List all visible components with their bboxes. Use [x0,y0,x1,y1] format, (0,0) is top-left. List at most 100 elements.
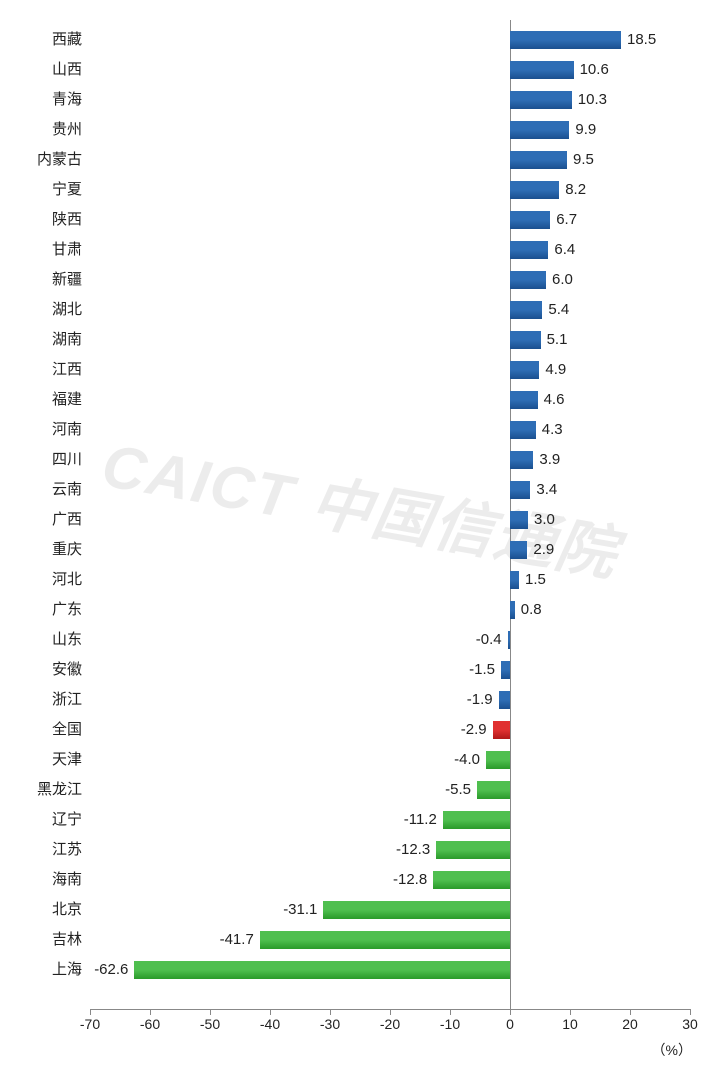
category-label: 陕西 [2,205,82,235]
bar [510,211,550,229]
x-tick [450,1009,451,1015]
value-label: -12.3 [396,835,430,865]
bar [510,31,621,49]
bar [510,181,559,199]
category-label: 黑龙江 [2,775,82,805]
x-tick-label: -20 [370,1016,410,1032]
value-label: 10.6 [580,55,609,85]
bar [433,871,510,889]
category-label: 湖北 [2,295,82,325]
bar [493,721,510,739]
value-label: -1.5 [469,655,495,685]
x-tick [270,1009,271,1015]
x-tick [570,1009,571,1015]
bar [443,811,510,829]
value-label: -5.5 [445,775,471,805]
bar [510,151,567,169]
category-label: 河南 [2,415,82,445]
value-label: 1.5 [525,565,546,595]
x-tick-label: 20 [610,1016,650,1032]
category-label: 天津 [2,745,82,775]
bar [510,331,541,349]
category-label: 辽宁 [2,805,82,835]
category-label: 全国 [2,715,82,745]
value-label: -11.2 [404,805,437,835]
value-label: 3.0 [534,505,555,535]
bar [510,451,533,469]
value-label: 5.4 [548,295,569,325]
bar [499,691,510,709]
x-tick [150,1009,151,1015]
value-label: -41.7 [220,925,254,955]
category-label: 宁夏 [2,175,82,205]
chart-container: CAICT 中国信通院 （%） -70-60-50-40-30-20-10010… [0,0,722,1074]
category-label: 江苏 [2,835,82,865]
value-label: 8.2 [565,175,586,205]
category-label: 江西 [2,355,82,385]
x-tick [330,1009,331,1015]
category-label: 重庆 [2,535,82,565]
category-label: 吉林 [2,925,82,955]
value-label: 4.6 [544,385,565,415]
value-label: 6.0 [552,265,573,295]
value-label: 6.4 [554,235,575,265]
value-label: 10.3 [578,85,607,115]
value-label: 9.9 [575,115,596,145]
value-label: 18.5 [627,25,656,55]
value-label: 3.4 [536,475,557,505]
category-label: 云南 [2,475,82,505]
bar [510,61,574,79]
value-label: 9.5 [573,145,594,175]
category-label: 海南 [2,865,82,895]
bar [508,631,510,649]
x-tick-label: 0 [490,1016,530,1032]
category-label: 广西 [2,505,82,535]
bar [477,781,510,799]
bar [134,961,510,979]
bar [510,481,530,499]
x-tick-label: -60 [130,1016,170,1032]
category-label: 内蒙古 [2,145,82,175]
bar [510,91,572,109]
value-label: -1.9 [467,685,493,715]
category-label: 贵州 [2,115,82,145]
category-label: 西藏 [2,25,82,55]
x-tick-label: -10 [430,1016,470,1032]
value-label: -62.6 [94,955,128,985]
x-tick [210,1009,211,1015]
bar [510,361,539,379]
value-label: -2.9 [461,715,487,745]
category-label: 北京 [2,895,82,925]
value-label: 6.7 [556,205,577,235]
bar [510,301,542,319]
bar [510,541,527,559]
category-label: 福建 [2,385,82,415]
category-label: 山东 [2,625,82,655]
x-tick [690,1009,691,1015]
x-tick-label: -30 [310,1016,350,1032]
bar [510,601,515,619]
bar [436,841,510,859]
value-label: -4.0 [454,745,480,775]
plot-area [90,20,690,1010]
value-label: -12.8 [393,865,427,895]
x-tick [90,1009,91,1015]
x-tick [510,1009,511,1015]
category-label: 上海 [2,955,82,985]
value-label: 2.9 [533,535,554,565]
category-label: 山西 [2,55,82,85]
value-label: -31.1 [283,895,317,925]
value-label: 3.9 [539,445,560,475]
bar [486,751,510,769]
value-label: 4.3 [542,415,563,445]
category-label: 甘肃 [2,235,82,265]
bar [510,241,548,259]
x-axis-title: （%） [652,1040,692,1060]
bar [510,271,546,289]
bar [510,571,519,589]
category-label: 新疆 [2,265,82,295]
x-tick-label: -50 [190,1016,230,1032]
category-label: 四川 [2,445,82,475]
x-tick-label: -70 [70,1016,110,1032]
x-tick-label: 30 [670,1016,710,1032]
